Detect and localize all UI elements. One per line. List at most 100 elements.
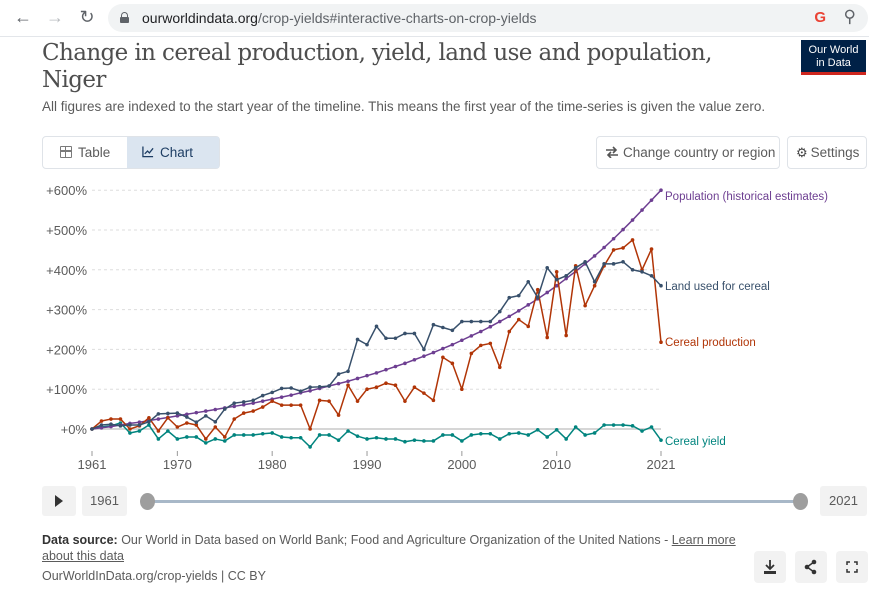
data-point[interactable] [535,287,540,292]
data-point[interactable] [507,431,512,436]
data-point[interactable] [374,371,379,375]
data-point[interactable] [441,346,445,351]
data-point[interactable] [147,423,151,427]
data-point[interactable] [384,367,388,372]
data-point[interactable] [422,391,426,395]
data-point[interactable] [393,336,398,341]
data-point[interactable] [365,342,369,347]
data-point[interactable] [602,262,606,266]
data-point[interactable] [516,431,521,435]
data-point[interactable] [412,331,417,336]
data-point[interactable] [232,404,237,409]
data-point[interactable] [166,411,170,416]
timeline-start-handle[interactable] [140,493,155,510]
data-point[interactable] [564,276,568,281]
data-point[interactable] [621,227,625,232]
data-point[interactable] [128,431,132,435]
data-point[interactable] [336,438,341,442]
data-point[interactable] [564,437,568,441]
settings-button[interactable]: ⚙ Settings [787,136,867,169]
data-point[interactable] [564,273,568,278]
data-point[interactable] [175,437,180,441]
tab-chart[interactable]: Chart [127,137,219,168]
data-point[interactable] [431,439,436,443]
data-point[interactable] [279,403,284,407]
data-point[interactable] [450,328,455,333]
data-point[interactable] [365,437,369,441]
data-point[interactable] [289,393,293,397]
data-point[interactable] [185,415,189,419]
data-point[interactable] [422,354,426,358]
data-point[interactable] [204,437,208,441]
timeline-end-year[interactable]: 2021 [820,486,867,516]
learn-more-link[interactable]: Learn more about this data [42,533,736,563]
data-point[interactable] [99,426,104,430]
data-point[interactable] [213,420,218,424]
data-point[interactable] [279,386,284,391]
timeline-start-year[interactable]: 1961 [82,486,127,516]
data-point[interactable] [336,381,341,386]
data-point[interactable] [583,433,587,437]
data-point[interactable] [194,423,199,427]
data-point[interactable] [526,279,531,284]
data-point[interactable] [289,435,293,440]
data-point[interactable] [289,386,293,390]
data-point[interactable] [156,429,161,433]
data-point[interactable] [204,409,208,413]
data-point[interactable] [545,266,549,270]
data-point[interactable] [156,437,161,441]
data-point[interactable] [270,431,274,435]
data-point[interactable] [222,439,227,443]
data-point[interactable] [630,238,635,242]
data-point[interactable] [128,427,132,431]
data-point[interactable] [469,334,474,338]
data-point[interactable] [526,324,531,329]
data-point[interactable] [393,364,398,369]
data-point[interactable] [194,410,199,415]
data-point[interactable] [573,266,578,270]
data-point[interactable] [355,434,360,438]
data-point[interactable] [488,319,493,324]
data-point[interactable] [469,433,474,437]
data-point[interactable] [630,268,635,272]
data-point[interactable] [232,433,237,437]
data-point[interactable] [621,246,625,250]
series-line-land[interactable] [91,261,662,430]
data-point[interactable] [185,412,189,417]
data-point[interactable] [479,343,483,348]
data-point[interactable] [90,427,94,431]
data-point[interactable] [279,395,284,399]
address-bar[interactable]: ourworldindata.org/crop-yields#interacti… [108,4,868,32]
data-point[interactable] [241,411,246,415]
data-point[interactable] [175,414,180,418]
data-point[interactable] [374,324,379,329]
data-point[interactable] [308,445,312,449]
data-point[interactable] [592,431,597,435]
data-point[interactable] [118,417,123,421]
data-point[interactable] [450,433,455,437]
data-point[interactable] [441,433,445,437]
data-point[interactable] [659,283,663,288]
data-point[interactable] [365,387,369,391]
data-point[interactable] [298,435,303,440]
data-point[interactable] [355,337,360,342]
data-point[interactable] [175,411,180,415]
data-point[interactable] [393,437,398,441]
zoom-icon[interactable]: ⚲ [843,7,856,26]
data-point[interactable] [374,385,379,390]
data-point[interactable] [412,438,417,442]
data-point[interactable] [185,435,189,439]
data-point[interactable] [535,295,540,300]
data-point[interactable] [630,218,635,222]
data-point[interactable] [488,324,493,329]
data-point[interactable] [611,236,616,241]
data-point[interactable] [403,331,407,336]
data-point[interactable] [554,277,559,282]
data-point[interactable] [147,416,151,420]
data-point[interactable] [441,355,445,360]
data-point[interactable] [194,420,199,425]
data-point[interactable] [516,308,521,313]
reload-icon[interactable]: ↻ [79,7,95,27]
data-point[interactable] [232,417,237,421]
data-point[interactable] [251,433,256,437]
